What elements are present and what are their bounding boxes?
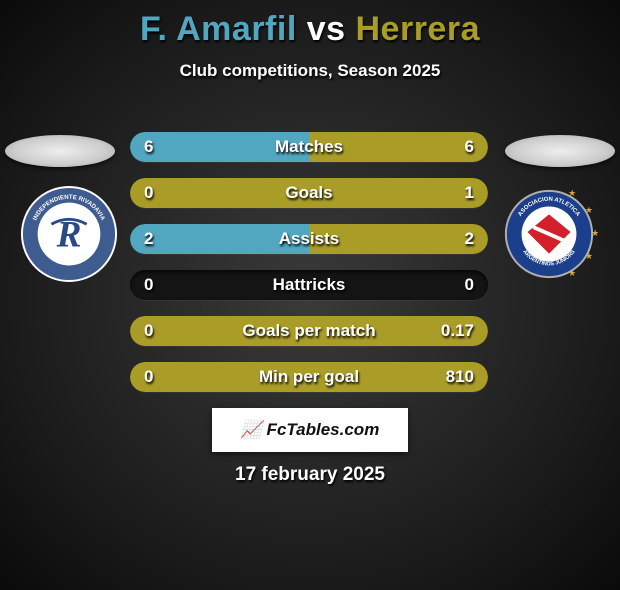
stat-value-player1: 0 <box>144 362 153 392</box>
stat-value-player2: 0.17 <box>441 316 474 346</box>
stat-bar-row: Goals per match0 0.17 <box>130 316 488 346</box>
team2-badge: ★★★★★ ASOCIACION ATLETICA ARGENTINOS JUN… <box>500 185 598 283</box>
stat-bars-container: Matches66Goals01Assists22Hattricks00Goal… <box>130 132 488 408</box>
player1-photo-placeholder <box>5 135 115 167</box>
stat-name: Assists <box>130 224 488 254</box>
stat-value-player2: 2 <box>465 224 474 254</box>
stat-value-player2: 1 <box>465 178 474 208</box>
stat-bar-row: Matches6 6 <box>130 132 488 162</box>
comparison-title: F. Amarfil vs Herrera <box>0 10 620 49</box>
stat-name: Goals <box>130 178 488 208</box>
brand-logo: 📈 FcTables.com <box>212 408 408 452</box>
stat-bar-row: Assists2 2 <box>130 224 488 254</box>
stat-bar-row: Hattricks0 0 <box>130 270 488 300</box>
stat-value-player2: 810 <box>446 362 474 392</box>
player1-name: F. Amarfil <box>140 10 297 48</box>
subtitle: Club competitions, Season 2025 <box>0 61 620 81</box>
stat-value-player1: 6 <box>144 132 153 162</box>
footer-date: 17 february 2025 <box>0 464 620 486</box>
stat-value-player2: 0 <box>465 270 474 300</box>
player2-name: Herrera <box>356 10 480 48</box>
vs-separator: vs <box>297 10 356 48</box>
stat-name: Matches <box>130 132 488 162</box>
stat-name: Min per goal <box>130 362 488 392</box>
stat-bar-row: Min per goal0 810 <box>130 362 488 392</box>
stat-value-player1: 0 <box>144 178 153 208</box>
stat-name: Hattricks <box>130 270 488 300</box>
player2-photo-placeholder <box>505 135 615 167</box>
stat-value-player2: 6 <box>465 132 474 162</box>
stat-value-player1: 0 <box>144 270 153 300</box>
team1-badge: INDEPENDIENTE RIVADAVIA MENDOZA R <box>20 185 118 283</box>
stat-value-player1: 2 <box>144 224 153 254</box>
stat-value-player1: 0 <box>144 316 153 346</box>
stat-name: Goals per match <box>130 316 488 346</box>
stat-bar-row: Goals0 1 <box>130 178 488 208</box>
